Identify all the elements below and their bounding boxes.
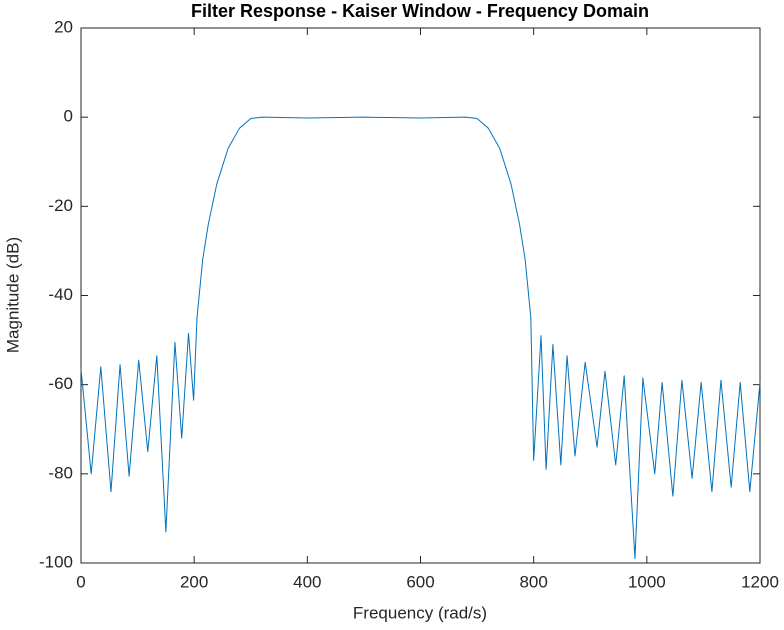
x-tick-label: 1200: [741, 572, 779, 591]
axes-box: [80, 27, 761, 564]
y-tick-label: 20: [54, 17, 73, 36]
y-tick-label: -60: [48, 374, 73, 393]
y-tick-label: 0: [64, 107, 73, 126]
x-tick-label: 400: [293, 572, 321, 591]
chart-title: Filter Response - Kaiser Window - Freque…: [191, 1, 649, 21]
x-tick-label: 200: [180, 572, 208, 591]
x-tick-label: 800: [519, 572, 547, 591]
y-tick-label: -100: [39, 552, 73, 571]
x-axis-label: Frequency (rad/s): [353, 603, 487, 622]
x-tick-label: 0: [76, 572, 85, 591]
y-tick-label: -20: [48, 196, 73, 215]
x-tick-label: 600: [406, 572, 434, 591]
y-axis-label: Magnitude (dB): [3, 237, 22, 353]
y-tick-label: -40: [48, 285, 73, 304]
y-tick-label: -80: [48, 463, 73, 482]
x-tick-label: 1000: [628, 572, 666, 591]
series-line: [80, 116, 761, 560]
